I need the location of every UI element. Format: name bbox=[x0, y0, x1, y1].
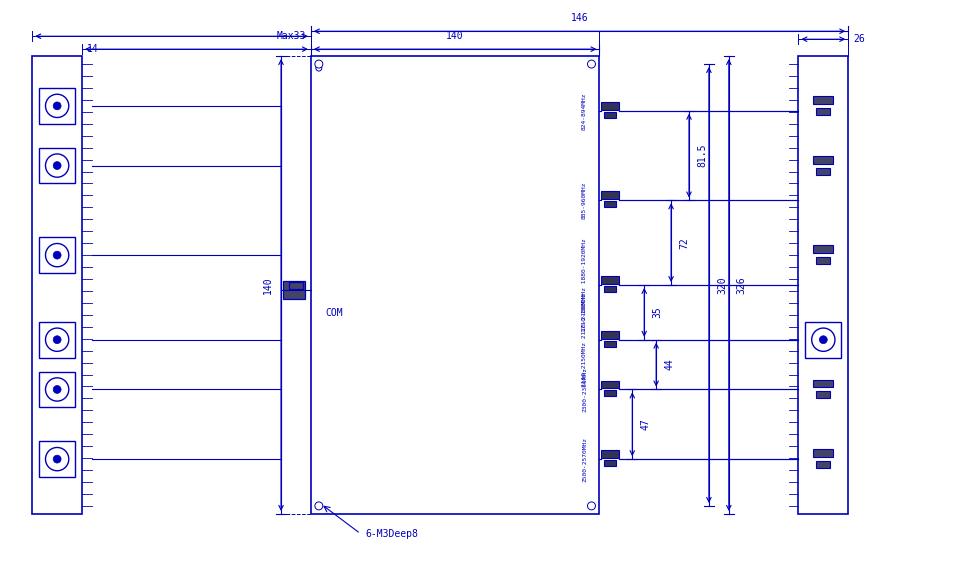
Bar bbox=[816, 167, 831, 175]
Bar bbox=[813, 449, 834, 457]
Bar bbox=[798, 56, 848, 514]
Circle shape bbox=[315, 60, 323, 68]
Text: 2300-2350MHz: 2300-2350MHz bbox=[582, 367, 587, 412]
Bar bbox=[601, 450, 620, 458]
Bar bbox=[601, 331, 620, 339]
Bar bbox=[813, 379, 834, 387]
Bar bbox=[816, 257, 831, 264]
Circle shape bbox=[54, 102, 61, 110]
Text: 35: 35 bbox=[652, 306, 662, 318]
Bar bbox=[604, 391, 617, 396]
Text: 47: 47 bbox=[640, 419, 650, 430]
Bar bbox=[289, 282, 303, 289]
Circle shape bbox=[54, 455, 61, 463]
Circle shape bbox=[588, 502, 595, 510]
Text: 81.5: 81.5 bbox=[697, 144, 707, 167]
Text: Max33: Max33 bbox=[276, 31, 305, 41]
Text: 26: 26 bbox=[853, 34, 865, 44]
Bar bbox=[39, 371, 75, 407]
Bar bbox=[283, 281, 305, 299]
Bar bbox=[604, 201, 617, 207]
Text: 2500-2570MHz: 2500-2570MHz bbox=[582, 437, 587, 482]
Circle shape bbox=[588, 60, 595, 68]
Bar bbox=[604, 460, 617, 466]
Bar bbox=[813, 156, 834, 164]
Text: 72: 72 bbox=[679, 237, 689, 248]
Bar bbox=[601, 276, 620, 284]
Text: 140: 140 bbox=[446, 31, 464, 41]
Text: 6-M3Deep8: 6-M3Deep8 bbox=[366, 529, 419, 539]
Bar bbox=[601, 192, 620, 200]
Circle shape bbox=[46, 154, 68, 177]
Circle shape bbox=[54, 336, 61, 343]
Bar bbox=[311, 56, 599, 514]
Circle shape bbox=[54, 162, 61, 170]
Text: 44: 44 bbox=[664, 359, 674, 370]
Circle shape bbox=[46, 243, 68, 267]
Text: 2110-2150MHz 2110-2180MHz: 2110-2150MHz 2110-2180MHz bbox=[582, 293, 587, 387]
Bar bbox=[601, 380, 620, 388]
Text: 146: 146 bbox=[571, 13, 589, 23]
Text: 140: 140 bbox=[264, 276, 273, 294]
Bar bbox=[813, 96, 834, 104]
Circle shape bbox=[46, 447, 68, 471]
Text: 885-960MHz: 885-960MHz bbox=[582, 182, 587, 219]
Bar bbox=[601, 102, 620, 110]
Bar bbox=[604, 112, 617, 118]
Bar bbox=[604, 286, 617, 292]
Circle shape bbox=[46, 328, 68, 351]
Circle shape bbox=[820, 336, 828, 343]
Bar bbox=[39, 237, 75, 273]
Circle shape bbox=[812, 328, 835, 351]
Bar bbox=[39, 322, 75, 357]
Circle shape bbox=[316, 65, 322, 71]
Bar bbox=[604, 341, 617, 347]
Bar bbox=[805, 322, 841, 357]
Text: 320: 320 bbox=[716, 276, 727, 294]
Bar bbox=[39, 148, 75, 183]
Circle shape bbox=[46, 378, 68, 401]
Text: 824-894MHz: 824-894MHz bbox=[582, 92, 587, 130]
Bar bbox=[813, 245, 834, 253]
Circle shape bbox=[54, 251, 61, 259]
Circle shape bbox=[315, 502, 323, 510]
Text: COM: COM bbox=[326, 308, 344, 318]
Bar bbox=[39, 88, 75, 124]
Bar bbox=[816, 461, 831, 468]
Text: 326: 326 bbox=[737, 276, 747, 294]
Text: 1710-1880MHz 1880-1920MHz: 1710-1880MHz 1880-1920MHz bbox=[582, 238, 587, 332]
Bar bbox=[39, 441, 75, 477]
Text: 14: 14 bbox=[87, 44, 99, 54]
Bar bbox=[816, 392, 831, 398]
Circle shape bbox=[46, 94, 68, 117]
Bar bbox=[816, 108, 831, 115]
Bar bbox=[32, 56, 82, 514]
Circle shape bbox=[54, 386, 61, 393]
